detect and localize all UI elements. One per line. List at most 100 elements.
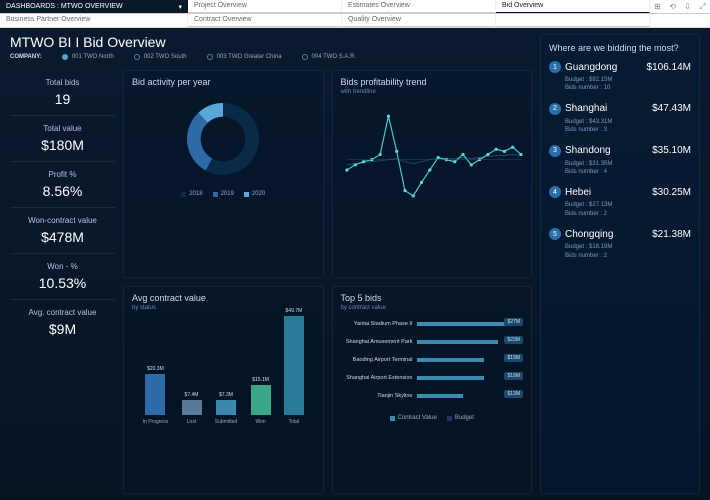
toolbar-icons: ⊞ ⟲ ⇩ ⤢: [650, 0, 710, 13]
tab-empty: [496, 14, 650, 27]
region-value: $106.14M: [647, 62, 691, 73]
region-value: $35.10M: [652, 145, 691, 156]
kpi-value: $180M: [14, 137, 111, 153]
bar: $15.1M: [251, 385, 271, 415]
kpi-value: 19: [14, 91, 111, 107]
card-top-5-bids: Top 5 bids by contract value Yantai Stad…: [332, 286, 533, 494]
card-title: Avg contract value: [132, 293, 315, 303]
bar-label: Won: [255, 419, 265, 425]
radio-icon: [207, 54, 213, 60]
hbar-value: $13M: [504, 390, 523, 398]
bar-label: In Progress: [143, 419, 169, 425]
hbar-track: $27M: [417, 319, 524, 329]
bar: $49.7M: [284, 316, 304, 415]
region-name: Hebei: [565, 187, 591, 198]
legend-swatch: [447, 416, 452, 421]
breadcrumb[interactable]: DASHBOARDS : MTWO OVERVIEW ▾: [0, 0, 188, 13]
hbar-track: $19M: [417, 373, 524, 383]
kpi: Profit %8.56%: [10, 162, 115, 208]
legend-item: 2019: [213, 191, 234, 197]
kpi-label: Total bids: [14, 78, 111, 87]
reset-icon[interactable]: ⟲: [669, 2, 676, 11]
hbar-label: Tianjin Skyline: [341, 393, 417, 399]
kpi-value: $9M: [14, 321, 111, 337]
bar: $7.4M: [182, 400, 202, 415]
hbar-track: $13M: [417, 391, 524, 401]
tab-business-partner[interactable]: Business Partner Overview: [0, 14, 188, 27]
hbar-track: $23M: [417, 337, 524, 347]
kpi-label: Won-contract value: [14, 216, 111, 225]
region-bids: Bids number : 2: [565, 210, 691, 218]
bar-col: $7.4MLost: [182, 400, 202, 425]
region-item[interactable]: 2Shanghai$47.43MBudget : $43.31MBids num…: [549, 103, 691, 135]
kpi-label: Total value: [14, 124, 111, 133]
bar-col: $49.7M Total: [284, 316, 304, 425]
legend-swatch: [390, 416, 395, 421]
tab-project-overview[interactable]: Project Overview: [188, 0, 342, 13]
region-name: Guangdong: [565, 62, 617, 73]
region-item[interactable]: 3Shandong$35.10MBudget : $31.35MBids num…: [549, 145, 691, 177]
hbar-row: Baoding Airport Terminal$19M: [341, 355, 524, 365]
region-budget: Budget : $18.19M: [565, 243, 691, 251]
region-item[interactable]: 5Chongqing$21.38MBudget : $18.19MBids nu…: [549, 228, 691, 260]
kpi-value: 10.53%: [14, 275, 111, 291]
card-bid-activity: Bid activity per year 201820192020: [123, 70, 324, 278]
region-rank: 1: [549, 61, 561, 73]
bar-value: $49.7M: [286, 308, 303, 314]
kpi: Won - %10.53%: [10, 254, 115, 300]
page-title: MTWO BI I Bid Overview: [10, 34, 530, 50]
region-item[interactable]: 1Guangdong$106.14MBudget : $92.15MBids n…: [549, 61, 691, 93]
breadcrumb-text: DASHBOARDS : MTWO OVERVIEW: [6, 3, 123, 10]
hbar-row: Yantai Stadium Phase II$27M: [341, 319, 524, 329]
region-rank: 5: [549, 228, 561, 240]
bar: $7.3M: [216, 400, 236, 415]
hbar-value: $23M: [504, 336, 523, 344]
hbar-value: $19M: [504, 372, 523, 380]
card-subtitle: with trendline: [341, 89, 524, 95]
company-option-2[interactable]: 002 TWO South: [134, 54, 187, 60]
card-subtitle: by contract value: [341, 305, 524, 311]
bar-chart: $20.3M In Progress $7.4MLost $7.3M Submitted…: [132, 315, 315, 425]
region-name: Chongqing: [565, 229, 613, 240]
radio-icon: [302, 54, 308, 60]
card-profitability-trend: Bids profitability trend with trendline: [332, 70, 533, 278]
tab-bid-overview[interactable]: Bid Overview: [496, 0, 650, 13]
tab-contract-overview[interactable]: Contract Overview: [188, 14, 342, 27]
region-value: $21.38M: [652, 229, 691, 240]
grid-icon[interactable]: ⊞: [654, 2, 661, 11]
chevron-down-icon: ▾: [178, 3, 182, 11]
bar-value: $7.4M: [185, 392, 199, 398]
company-label: COMPANY:: [10, 54, 42, 60]
hbar-row: Shanghai Amusement Park$23M: [341, 337, 524, 347]
legend-item: Budget: [447, 415, 474, 421]
bar-col: $20.3M In Progress: [143, 374, 169, 425]
bar-value: $20.3M: [147, 366, 164, 372]
company-option-1[interactable]: 001 TWO North: [62, 54, 114, 60]
region-rank: 4: [549, 186, 561, 198]
company-option-4[interactable]: 004 TWO S.A.R.: [302, 54, 357, 60]
kpi-label: Avg. contract value: [14, 308, 111, 317]
download-icon[interactable]: ⇩: [684, 2, 691, 11]
kpi: Won-contract value$478M: [10, 208, 115, 254]
region-item[interactable]: 4 Hebei $30.25M Budget : $27.13MBids number…: [549, 186, 691, 218]
company-option-3[interactable]: 003 TWO Greater China: [207, 54, 282, 60]
hbar-row: Shanghai Airport Extension $19M: [341, 373, 524, 383]
bar-label: Total: [289, 419, 300, 425]
region-budget: Budget : $31.35M: [565, 160, 691, 168]
trend-chart: [341, 99, 524, 209]
region-budget: Budget : $27.13M: [565, 201, 691, 209]
card-avg-contract: Avg contract value by status $20.3MIn Pr…: [123, 286, 324, 494]
legend-item: 2018: [181, 191, 202, 197]
kpi-value: 8.56%: [14, 183, 111, 199]
expand-icon[interactable]: ⤢: [699, 2, 705, 12]
hbar-label: Shanghai Airport Extension: [341, 375, 417, 381]
region-value: $30.25M: [652, 187, 691, 198]
tab-estimates-overview[interactable]: Estimates Overview: [342, 0, 496, 13]
radio-icon: [134, 54, 140, 60]
region-rank: 3: [549, 145, 561, 157]
bar-label: Submitted: [215, 419, 238, 425]
region-name: Shandong: [565, 145, 611, 156]
top5-legend: Contract ValueBudget: [341, 415, 524, 421]
bar: $20.3M: [145, 374, 165, 415]
tab-quality-overview[interactable]: Quality Overview: [342, 14, 496, 27]
